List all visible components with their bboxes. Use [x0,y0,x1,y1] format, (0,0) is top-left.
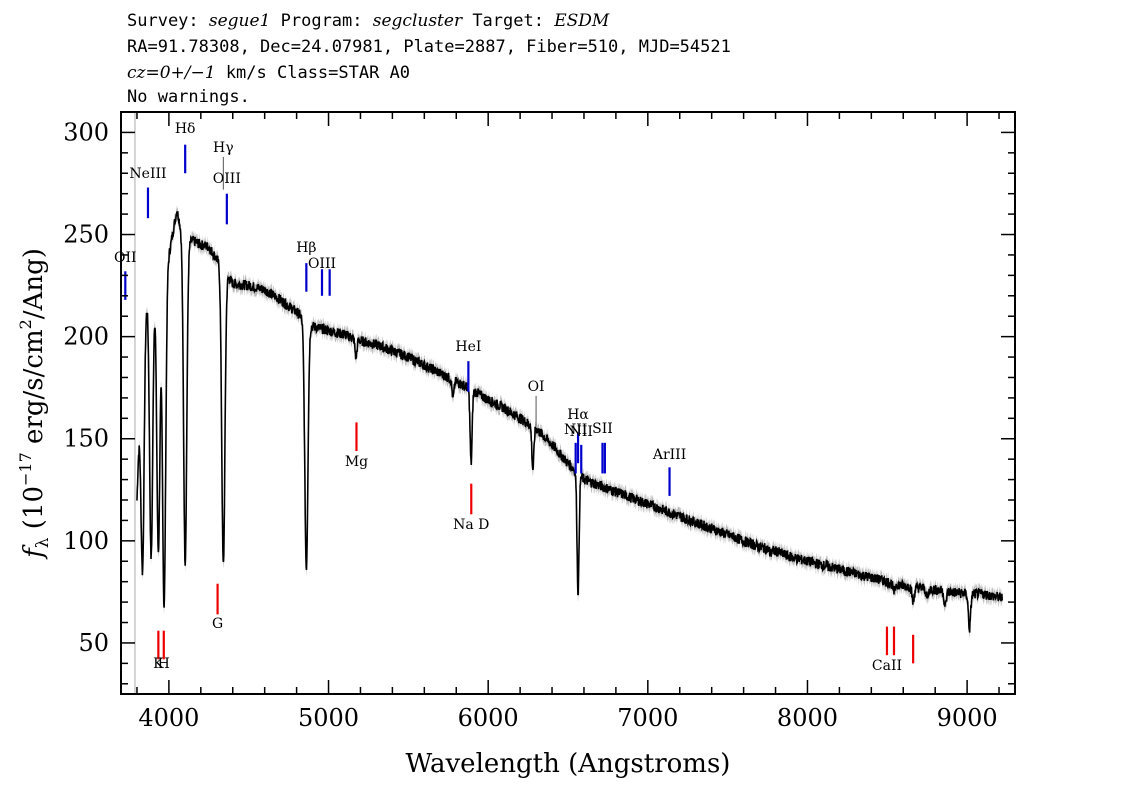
line-marker-label: OII [114,250,137,266]
line-marker-label: OI [528,379,545,395]
target-label: Target: [462,11,555,31]
x-tick-label: 5000 [298,704,359,732]
program-value: segcluster [372,11,463,31]
y-axis-label-exp: −17 [16,452,35,486]
line-marker-label: OIII [308,256,336,272]
y-axis-label-exp2: 2 [16,319,35,329]
header-line-2: RA=91.78308, Dec=24.07981, Plate=2887, F… [127,37,731,57]
line-marker-label: Hδ [175,121,196,137]
line-marker-label: Na D [453,517,489,533]
program-label: Program: [270,11,373,31]
line-marker-label: Hβ [296,240,316,256]
line-marker-label: SII [592,421,613,437]
plot-frame [120,111,1016,695]
y-axis-label: fλ (10−17 erg/s/cm2/Ang) [16,248,53,560]
header-line-1: Survey: segue1 Program: segcluster Targe… [127,10,609,32]
line-marker-label: ArIII [652,447,686,463]
class-value: km/s Class=STAR A0 [215,63,411,83]
line-marker-label: HeI [455,339,481,355]
survey-label: Survey: [127,11,209,31]
y-axis-label-rest: erg/s/cm [19,329,49,452]
y-axis-label-main: (10 [19,486,49,538]
y-tick-label: 200 [63,323,109,351]
tick-layer: 4000 5000 6000 7000 8000 9000 50 100 150 200 250 30… [63,111,1015,732]
y-tick-label: 50 [78,629,109,657]
x-axis-label: Wavelength (Angstroms) [406,749,731,779]
x-tick-label: 7000 [617,704,678,732]
x-tick-label: 9000 [937,704,998,732]
y-axis-label-sub: λ [33,537,53,548]
line-marker-label: NeIII [129,166,166,182]
x-tick-label: 4000 [138,704,199,732]
line-marker-label: G [212,616,223,632]
line-marker-label: Hα [567,407,589,423]
line-marker-label: NII [570,424,593,440]
line-marker-label: OIII [213,171,241,187]
line-marker-label: CaII [872,658,902,674]
line-marker-label: H [158,656,170,672]
y-tick-label: 150 [63,425,109,453]
x-tick-label: 6000 [458,704,519,732]
header-line-3: cz=0+/−1 km/s Class=STAR A0 [127,62,410,84]
y-tick-label: 250 [63,221,109,249]
header-line-4: No warnings. [127,87,250,107]
x-tick-label: 8000 [777,704,838,732]
line-marker-label: NII [564,422,587,438]
target-value: ESDM [554,11,610,31]
line-marker-label: Mg [345,454,368,470]
line-marker-label: K [153,656,164,672]
survey-value: segue1 [208,11,271,31]
line-marker-label: Hγ [213,140,234,156]
redshift-value: cz=0+/−1 [127,63,216,83]
y-tick-label: 300 [63,118,109,146]
y-axis-label-end: /Ang) [19,248,49,319]
y-tick-label: 100 [63,527,109,555]
spectrum-line [136,211,1004,633]
plot-layer [134,112,1004,694]
